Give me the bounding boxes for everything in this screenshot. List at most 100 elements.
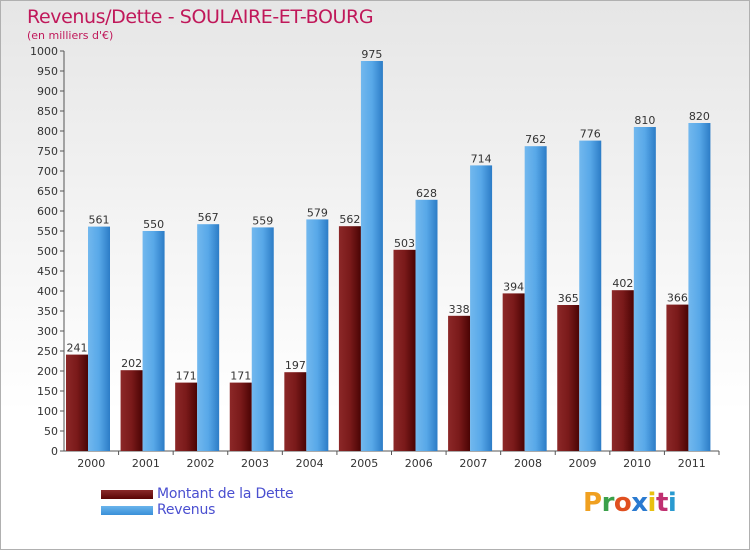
y-tick-label: 500 bbox=[37, 245, 58, 258]
y-tick-label: 750 bbox=[37, 145, 58, 158]
data-label-revenus: 628 bbox=[416, 187, 437, 200]
data-label-dette: 366 bbox=[667, 292, 688, 305]
data-label-dette: 171 bbox=[176, 370, 197, 383]
x-tick-label: 2001 bbox=[132, 457, 160, 470]
x-tick-label: 2002 bbox=[186, 457, 214, 470]
x-tick-label: 2000 bbox=[77, 457, 105, 470]
chart-subtitle: (en milliers d'€) bbox=[27, 29, 114, 42]
legend-label-dette: Montant de la Dette bbox=[157, 486, 294, 502]
x-tick-label: 2008 bbox=[514, 457, 542, 470]
data-label-revenus: 762 bbox=[525, 133, 546, 146]
bar-revenus bbox=[142, 231, 165, 451]
data-label-revenus: 550 bbox=[143, 218, 164, 231]
bar-dette bbox=[611, 290, 634, 451]
bar-dette bbox=[666, 304, 689, 451]
bar-revenus bbox=[251, 227, 274, 451]
bar-dette bbox=[229, 382, 252, 451]
logo-letter: r bbox=[601, 488, 615, 518]
logo-letter: i bbox=[647, 488, 657, 518]
data-labels: 241 561 202 550 171 567 171 559 197 579 562 975 503 6… bbox=[67, 48, 710, 383]
y-tick-label: 250 bbox=[37, 345, 58, 358]
y-tick-label: 0 bbox=[51, 445, 58, 458]
y-tick-label: 350 bbox=[37, 305, 58, 318]
bar-dette bbox=[338, 226, 361, 451]
bar-revenus bbox=[415, 199, 438, 451]
bar-revenus bbox=[360, 61, 383, 451]
y-tick-label: 600 bbox=[37, 205, 58, 218]
data-label-revenus: 776 bbox=[580, 128, 601, 141]
data-label-dette: 202 bbox=[121, 357, 142, 370]
data-label-dette: 365 bbox=[558, 292, 579, 305]
y-tick-label: 550 bbox=[37, 225, 58, 238]
legend: Montant de la Dette Revenus bbox=[101, 486, 294, 518]
chart-title: Revenus/Dette - SOULAIRE-ET-BOURG bbox=[27, 6, 374, 28]
y-tick-label: 150 bbox=[37, 385, 58, 398]
data-label-revenus: 559 bbox=[252, 214, 273, 227]
legend-item-dette: Montant de la Dette bbox=[101, 486, 294, 502]
bar-revenus bbox=[688, 123, 711, 451]
y-tick-label: 800 bbox=[37, 125, 58, 138]
x-tick-label: 2009 bbox=[569, 457, 597, 470]
x-tick-label: 2007 bbox=[459, 457, 487, 470]
logo-letter: x bbox=[631, 488, 648, 518]
legend-swatch-dette bbox=[101, 489, 153, 499]
x-tick-label: 2010 bbox=[623, 457, 651, 470]
x-tick-label: 2011 bbox=[678, 457, 706, 470]
bar-dette bbox=[284, 372, 307, 451]
logo-letter: P bbox=[583, 488, 602, 518]
data-label-revenus: 975 bbox=[361, 48, 382, 61]
x-tick-label: 2006 bbox=[405, 457, 433, 470]
bar-dette bbox=[393, 249, 416, 451]
bar-dette bbox=[448, 315, 471, 451]
bar-revenus bbox=[579, 140, 602, 451]
data-label-revenus: 714 bbox=[471, 152, 492, 165]
data-label-dette: 503 bbox=[394, 237, 415, 250]
bar-revenus bbox=[306, 219, 329, 451]
y-tick-label: 200 bbox=[37, 365, 58, 378]
y-tick-label: 900 bbox=[37, 85, 58, 98]
y-tick-label: 400 bbox=[37, 285, 58, 298]
logo-letter: i bbox=[667, 488, 677, 518]
bar-dette bbox=[66, 354, 88, 451]
data-label-revenus: 820 bbox=[689, 110, 710, 123]
bar-dette bbox=[175, 382, 198, 451]
logo-letter: t bbox=[655, 488, 668, 518]
data-label-revenus: 810 bbox=[634, 114, 655, 127]
x-tick-label: 2005 bbox=[350, 457, 378, 470]
bar-dette bbox=[502, 293, 525, 451]
y-tick-label: 950 bbox=[37, 65, 58, 78]
data-label-dette: 562 bbox=[339, 213, 360, 226]
x-tick-label: 2004 bbox=[296, 457, 324, 470]
data-label-revenus: 567 bbox=[198, 211, 219, 224]
bar-revenus bbox=[88, 226, 110, 451]
legend-label-revenus: Revenus bbox=[157, 502, 216, 518]
y-tick-label: 650 bbox=[37, 185, 58, 198]
data-label-revenus: 579 bbox=[307, 206, 328, 219]
bars bbox=[66, 61, 711, 451]
y-tick-label: 100 bbox=[37, 405, 58, 418]
data-label-revenus: 561 bbox=[89, 214, 110, 227]
data-label-dette: 171 bbox=[230, 370, 251, 383]
y-tick-label: 450 bbox=[37, 265, 58, 278]
data-label-dette: 241 bbox=[67, 342, 88, 355]
y-tick-label: 300 bbox=[37, 325, 58, 338]
logo-letter: o bbox=[613, 488, 632, 518]
data-label-dette: 394 bbox=[503, 280, 524, 293]
data-label-dette: 197 bbox=[285, 359, 306, 372]
x-tick-label: 2003 bbox=[241, 457, 269, 470]
bar-revenus bbox=[470, 165, 493, 451]
legend-swatch-revenus bbox=[101, 505, 153, 515]
bar-dette bbox=[120, 370, 143, 451]
axes: 0 50 100 150 200 250 300 350 400 450 500 550 600 650 7… bbox=[30, 45, 720, 470]
bar-revenus bbox=[633, 127, 656, 451]
y-tick-label: 850 bbox=[37, 105, 58, 118]
bar-revenus bbox=[197, 224, 220, 451]
bar-revenus bbox=[524, 146, 547, 451]
bar-dette bbox=[557, 305, 580, 451]
y-tick-label: 700 bbox=[37, 165, 58, 178]
legend-item-revenus: Revenus bbox=[101, 502, 293, 518]
y-tick-label: 1000 bbox=[30, 45, 58, 58]
proxiti-logo: Proxiti bbox=[583, 488, 677, 518]
